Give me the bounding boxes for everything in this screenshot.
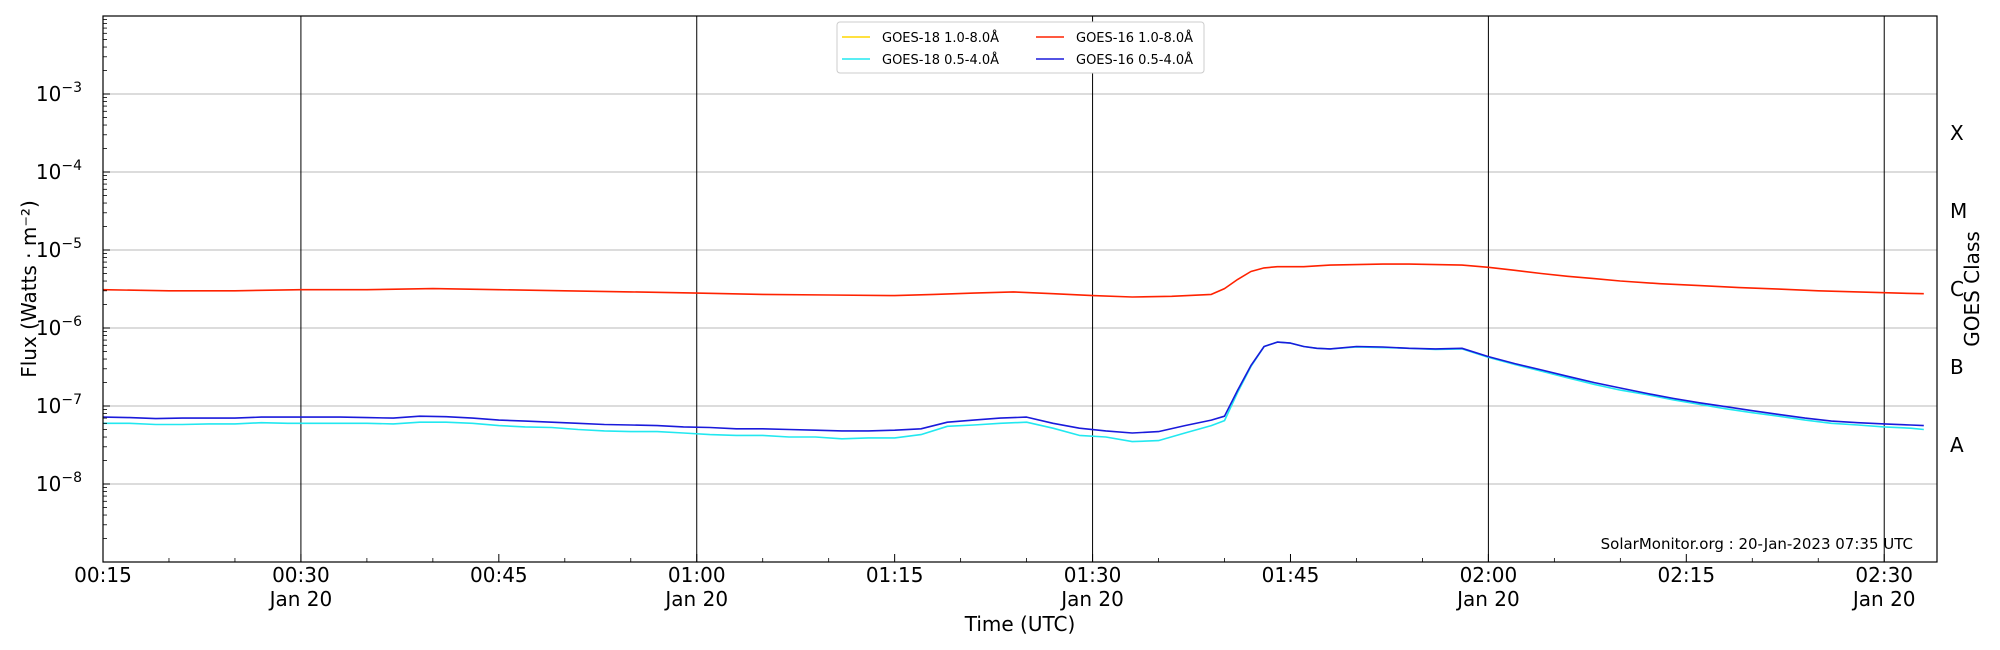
series-line [103, 341, 1924, 443]
goes-class-label: A [1950, 433, 1964, 457]
series-line [102, 341, 1924, 434]
grid-layer [103, 93, 1937, 485]
series-line [102, 263, 1924, 298]
x-tick-time-label: 00:15 [74, 563, 132, 587]
time-marker-lines [300, 16, 1885, 562]
x-tick-time-label: 00:30 [272, 563, 330, 587]
goes-class-labels: X M C B A [1950, 121, 1967, 457]
x-tick-time-label: 01:30 [1064, 563, 1122, 587]
x-tick-time-label: 02:00 [1460, 563, 1518, 587]
legend-label: GOES-16 0.5-4.0Å [1076, 52, 1193, 68]
x-tick-date-label: Jan 20 [1059, 587, 1124, 611]
legend: GOES-18 1.0-8.0Å GOES-18 0.5-4.0Å GOES-16 … [836, 21, 1205, 74]
plot-frame [102, 15, 1938, 563]
x-tick-date-label: Jan 20 [663, 587, 728, 611]
x-tick-time-label: 00:45 [470, 563, 528, 587]
y-tick-label: 10−7 [36, 392, 82, 418]
legend-label: GOES-18 0.5-4.0Å [882, 52, 999, 68]
right-axis-title: GOES Class [1960, 231, 1984, 347]
series-layer [102, 263, 1924, 443]
x-tick-time-label: 02:15 [1657, 563, 1715, 587]
y-tick-label: 10−8 [36, 470, 82, 496]
x-tick-date-label: Jan 20 [1851, 587, 1916, 611]
x-tick-time-label: 01:15 [866, 563, 924, 587]
y-axis-title: Flux (Watts · m⁻²) [17, 200, 41, 378]
goes-class-label: C [1950, 277, 1964, 301]
y-axis: 10−8 10−7 10−6 10−5 10−4 10−3 [36, 19, 110, 539]
y-tick-label: 10−6 [36, 314, 82, 340]
goes-class-label: M [1950, 199, 1967, 223]
x-tick-time-label: 02:30 [1855, 563, 1913, 587]
legend-entries: GOES-18 1.0-8.0Å GOES-18 0.5-4.0Å GOES-16 … [842, 30, 1193, 68]
x-tick-time-label: 01:00 [668, 563, 726, 587]
y-tick-label: 10−4 [36, 158, 82, 184]
x-tick-date-label: Jan 20 [268, 587, 333, 611]
legend-label: GOES-16 1.0-8.0Å [1076, 30, 1193, 46]
goes-class-label: B [1950, 355, 1964, 379]
y-tick-label: 10−5 [36, 236, 82, 262]
x-tick-time-label: 01:45 [1262, 563, 1320, 587]
goes-class-label: X [1950, 121, 1964, 145]
x-tick-date-label: Jan 20 [1455, 587, 1520, 611]
legend-label: GOES-18 1.0-8.0Å [882, 30, 999, 46]
y-tick-label: 10−3 [36, 80, 82, 106]
x-axis-title: Time (UTC) [964, 612, 1076, 636]
watermark-text: SolarMonitor.org : 20-Jan-2023 07:35 UTC [1601, 535, 1913, 553]
legend-box [836, 21, 1205, 74]
